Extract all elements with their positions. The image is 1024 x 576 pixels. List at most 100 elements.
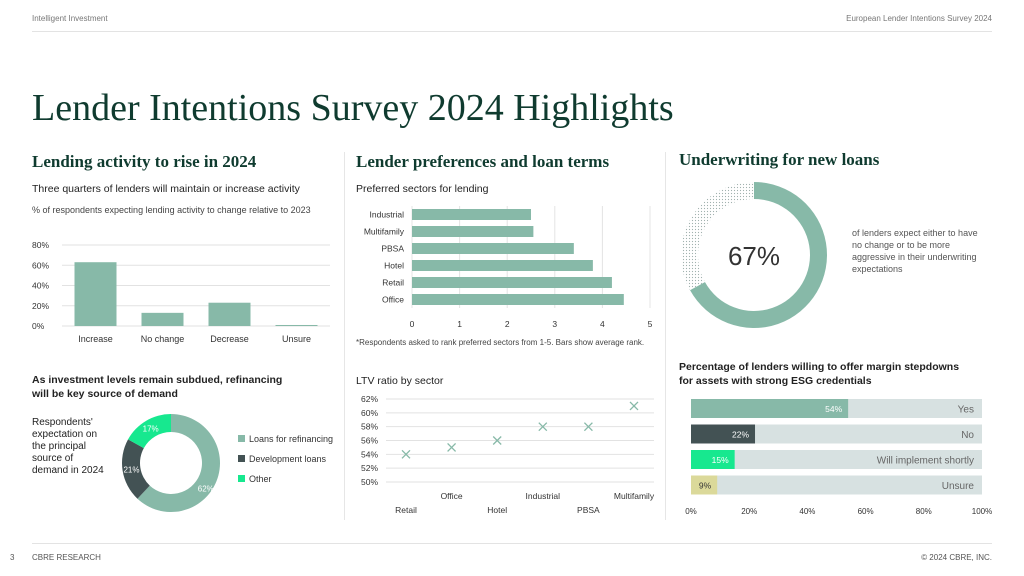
- esg-track-no: [691, 424, 982, 444]
- footer-rule: [32, 543, 992, 544]
- esg-x-tick: 100%: [972, 507, 992, 516]
- pref-y-label: Industrial: [370, 210, 405, 220]
- lending-x-label: Unsure: [282, 334, 311, 344]
- ltv-x-label: PBSA: [577, 505, 600, 515]
- lending-y-tick: 80%: [32, 240, 49, 250]
- demand-value-label: 62%: [198, 484, 214, 493]
- esg-category-label: Unsure: [942, 481, 975, 492]
- lending-activity-y-ticks: 0% 20% 40% 60% 80%: [32, 240, 49, 331]
- esg-x-tick: 80%: [916, 507, 932, 516]
- legend-item-refinancing: Loans for refinancing: [238, 432, 333, 445]
- pref-y-label: Multifamily: [364, 227, 405, 237]
- ltv-point-multifamily: [629, 401, 639, 411]
- preferred-sectors-y-labels: Industrial Multifamily PBSA Hotel Retail Offi…: [364, 210, 405, 305]
- demand-source-donut: 62% 21% 17%: [122, 414, 220, 512]
- esg-x-tick: 40%: [799, 507, 815, 516]
- demand-value-label: 21%: [123, 465, 139, 474]
- ltv-point-stroke: [629, 401, 639, 411]
- ltv-point-stroke: [401, 449, 411, 459]
- legend-label-refinancing: Loans for refinancing: [249, 433, 334, 444]
- esg-x-tick: 20%: [741, 507, 757, 516]
- footer-left: CBRE RESEARCH: [32, 553, 101, 562]
- ltv-point-retail: [401, 449, 411, 459]
- legend-swatch-other: [238, 475, 245, 482]
- pref-bar-retail: [412, 277, 612, 288]
- pref-bar-multifamily: [412, 226, 534, 237]
- ltv-x-label: Industrial: [526, 491, 561, 501]
- lending-x-label: Decrease: [210, 334, 249, 344]
- lending-section-title: Lending activity to rise in 2024: [32, 152, 257, 171]
- ltv-x-label: Retail: [395, 505, 417, 515]
- esg-value-label: 54%: [825, 404, 842, 414]
- ltv-y-tick: 50%: [361, 477, 378, 487]
- esg-bar-unsure: [691, 475, 718, 495]
- ltv-y-tick: 60%: [361, 408, 378, 418]
- footer-right: © 2024 CBRE, INC.: [921, 553, 992, 562]
- legend-item-other: Other: [238, 472, 333, 485]
- demand-slice-2: [128, 414, 171, 449]
- preferences-subtitle: Preferred sectors for lending: [356, 183, 489, 195]
- demand-value-label: 17%: [143, 425, 159, 434]
- pref-x-tick: 5: [648, 319, 653, 328]
- lending-bar-increase: [74, 262, 117, 326]
- esg-bar-will-implement-shortly: [691, 450, 735, 469]
- lending-bar-no-change: [141, 312, 184, 326]
- pref-x-tick: 4: [600, 319, 605, 328]
- lending-subtitle: Three quarters of lenders will maintain …: [32, 183, 300, 195]
- column-divider-2: [665, 152, 666, 520]
- esg-value-label: 22%: [732, 430, 749, 440]
- underwriting-center-value: 67%: [728, 241, 780, 271]
- pref-y-label: Office: [382, 295, 404, 305]
- pref-x-tick: 3: [552, 319, 557, 328]
- esg-bar-no: [691, 424, 756, 444]
- ltv-y-tick: 56%: [361, 436, 378, 446]
- underwriting-description: of lenders expect either to have no chan…: [852, 228, 978, 274]
- legend-label-other: Other: [249, 473, 272, 484]
- esg-bar-yes: [691, 399, 849, 418]
- pref-y-label: Retail: [382, 278, 404, 288]
- ltv-y-tick: 54%: [361, 449, 378, 459]
- lending-y-tick: 60%: [32, 260, 49, 270]
- esg-value-label: 15%: [712, 455, 729, 465]
- ltv-point-office: [447, 442, 457, 452]
- preferences-section-title: Lender preferences and loan terms: [356, 152, 610, 171]
- demand-source-legend: Loans for refinancing Development loans …: [238, 432, 333, 485]
- lending-activity-x-labels: Increase No change Decrease Unsure: [78, 334, 311, 344]
- pref-x-tick: 0: [410, 319, 415, 328]
- esg-category-label: No: [961, 430, 974, 441]
- pref-y-label: Hotel: [384, 261, 404, 271]
- pref-bar-industrial: [412, 209, 531, 220]
- ltv-x-label: Multifamily: [614, 491, 655, 501]
- ltv-x-label: Office: [441, 491, 463, 501]
- legend-label-development: Development loans: [249, 453, 327, 464]
- ltv-ratio-chart: 50% 52% 54% 56% 58% 60% 62% Retail Office Hotel I…: [361, 394, 655, 515]
- header-rule: [32, 31, 992, 32]
- ltv-points: [401, 401, 639, 459]
- ltv-y-tick: 58%: [361, 422, 378, 432]
- lending-chart-caption: % of respondents expecting lending activ…: [32, 205, 311, 215]
- underwriting-slices: [681, 182, 827, 328]
- esg-bars: 54% Yes 22% No 15% Will implement shortly 9% Un…: [691, 399, 982, 495]
- esg-stepdowns-chart: 54% Yes 22% No 15% Will implement shortly 9% Un…: [685, 399, 992, 516]
- esg-x-ticks: 0% 20% 40% 60% 80% 100%: [685, 507, 992, 516]
- legend-swatch-development: [238, 455, 245, 462]
- ltv-point-stroke: [538, 422, 548, 432]
- demand-source-slices: [122, 414, 220, 512]
- ltv-y-ticks: 50% 52% 54% 56% 58% 60% 62%: [361, 394, 378, 487]
- lending-y-tick: 20%: [32, 301, 49, 311]
- pref-bar-office: [412, 294, 624, 305]
- preferred-sectors-gridlines: [411, 206, 651, 308]
- esg-track-will-implement-shortly: [691, 450, 982, 469]
- pref-x-tick: 1: [457, 319, 462, 328]
- lending-y-tick: 40%: [32, 281, 49, 291]
- pref-bar-hotel: [412, 260, 593, 271]
- ltv-x-labels: Retail Office Hotel Industrial PBSA Multifami…: [395, 491, 655, 515]
- ltv-x-label: Hotel: [487, 505, 507, 515]
- esg-value-label: 9%: [699, 481, 712, 491]
- ltv-gridlines: [386, 398, 654, 483]
- page-number: 3: [10, 553, 15, 562]
- esg-x-tick: 60%: [858, 507, 874, 516]
- preferred-sectors-x-ticks: 0 1 2 3 4 5: [410, 319, 653, 328]
- esg-subtitle: Percentage of lenders willing to offer m…: [679, 361, 960, 387]
- underwriting-section-title: Underwriting for new loans: [679, 150, 880, 169]
